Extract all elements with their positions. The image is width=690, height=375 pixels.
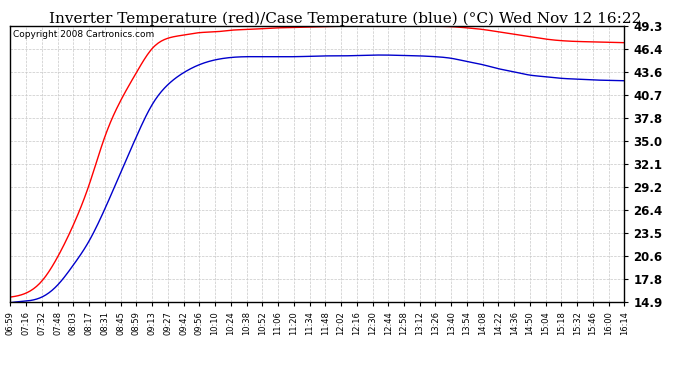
- Text: Inverter Temperature (red)/Case Temperature (blue) (°C) Wed Nov 12 16:22: Inverter Temperature (red)/Case Temperat…: [49, 11, 641, 26]
- Text: Copyright 2008 Cartronics.com: Copyright 2008 Cartronics.com: [13, 30, 155, 39]
